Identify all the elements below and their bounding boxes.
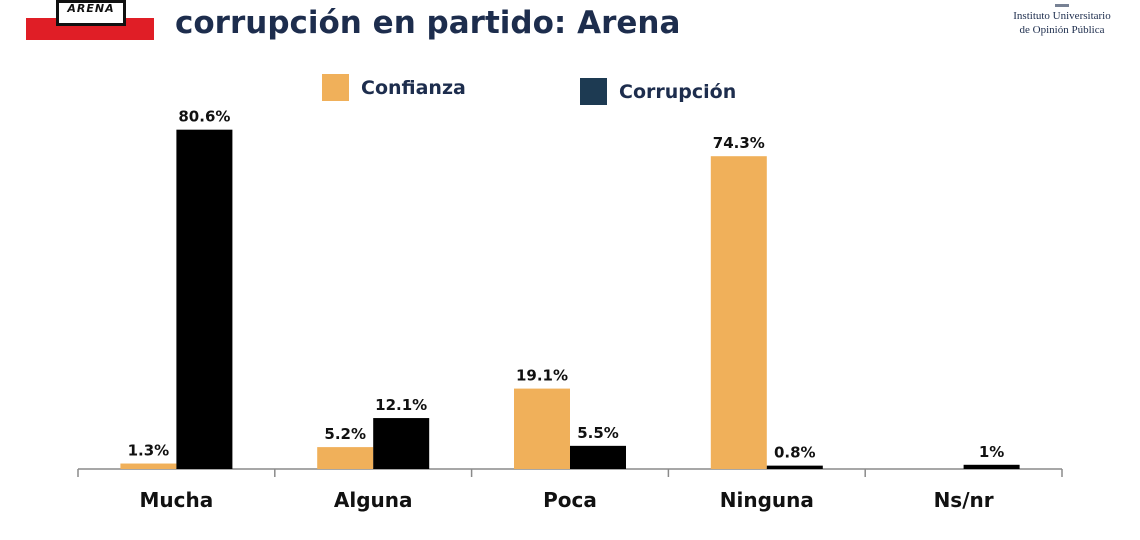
data-label-corrupcion: 80.6% (178, 108, 230, 126)
legend-swatch-corrupcion (580, 78, 607, 105)
category-label: Mucha (140, 488, 214, 512)
logo-text: ARENA (67, 2, 115, 15)
institute-line-2: de Opinión Pública (1019, 24, 1105, 36)
bar-confianza (514, 388, 570, 469)
institute-icon (1055, 4, 1069, 7)
bar-confianza (317, 447, 374, 469)
bar-confianza (120, 463, 177, 469)
category-label: Ns/nr (934, 488, 994, 512)
data-label-confianza: 5.2% (324, 425, 366, 443)
data-label-corrupcion: 12.1% (375, 396, 427, 414)
category-label: Ninguna (720, 488, 814, 512)
legend-label-confianza: Confianza (361, 76, 466, 99)
bar-corrupcion (963, 464, 1020, 469)
data-label-corrupcion: 0.8% (774, 444, 816, 462)
bar-corrupcion (570, 445, 626, 469)
logo-cross (56, 0, 126, 26)
institute-line-1: Instituto Universitario (1013, 10, 1111, 22)
legend-swatch-confianza (322, 74, 349, 101)
bar-corrupcion (373, 418, 430, 469)
bar-corrupcion (176, 129, 233, 469)
bar-corrupcion (766, 465, 823, 469)
institute-logo: Instituto Universitario de Opinión Públi… (992, 4, 1132, 37)
legend-label-corrupcion: Corrupción (619, 80, 737, 103)
data-label-confianza: 19.1% (516, 367, 568, 385)
bar-confianza (710, 156, 767, 469)
arena-logo: ARENA (26, 0, 154, 40)
data-label-confianza: 74.3% (713, 134, 765, 152)
legend-item-confianza: Confianza (322, 74, 466, 101)
data-label-corrupcion: 5.5% (577, 424, 619, 442)
chart-title: corrupción en partido: Arena (175, 5, 681, 41)
category-label: Poca (543, 488, 597, 512)
category-label: Alguna (334, 488, 413, 512)
legend-item-corrupcion: Corrupción (580, 78, 736, 105)
data-label-corrupcion: 1% (979, 443, 1004, 461)
data-label-confianza: 1.3% (128, 442, 170, 460)
